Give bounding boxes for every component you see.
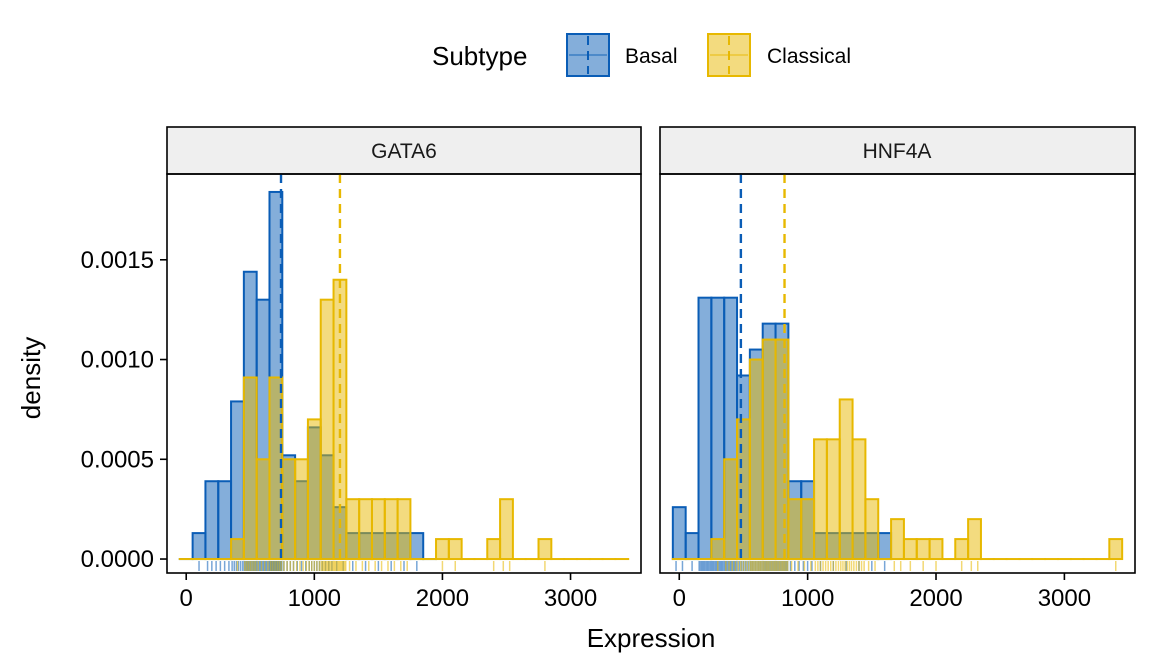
strip-label-gata6: GATA6 <box>371 140 437 163</box>
bar-classical-1000 <box>800 498 816 561</box>
legend-label-basal: Basal <box>625 45 678 68</box>
bar-classical-2000 <box>928 538 944 561</box>
legend-key-classical[interactable]: Classical <box>707 33 851 77</box>
bar-basal-1800 <box>409 532 425 561</box>
histogram-classical-hnf4a <box>671 338 1124 561</box>
x-tick-label-hnf4a-1000: 1000 <box>781 585 834 612</box>
bar-classical-1600 <box>383 498 399 561</box>
bar-basal-100 <box>684 532 700 561</box>
bar-classical-2200 <box>954 538 970 561</box>
bar-basal-400 <box>230 400 245 561</box>
rug-basal-gata6 <box>198 561 418 571</box>
x-axes: 0 1000 2000 3000 0 1000 2000 3000 <box>180 573 1091 612</box>
y-tick-label-2: 0.0010 <box>81 347 154 374</box>
strip-hnf4a <box>659 126 1136 175</box>
x-tick-label-hnf4a-0: 0 <box>673 585 686 612</box>
rug-classical-gata6 <box>236 561 546 571</box>
bar-classical-900 <box>294 458 309 561</box>
bar-classical-2300 <box>967 518 982 561</box>
x-tick-label-gata6-3000: 3000 <box>544 585 597 612</box>
panel-marks-hnf4a <box>671 174 1124 571</box>
x-axis-title: Expression <box>587 623 716 653</box>
bar-classical-1700 <box>396 498 412 561</box>
bar-classical-1800 <box>902 538 918 561</box>
panel-hnf4a: HNF4A <box>659 126 1136 574</box>
bar-classical-700 <box>761 338 777 561</box>
panel-gata6: GATA6 <box>166 126 642 574</box>
bar-basal-1600 <box>877 532 893 561</box>
x-tick-label-gata6-1000: 1000 <box>288 585 341 612</box>
strip-label-hnf4a: HNF4A <box>863 140 932 163</box>
bar-classical-500 <box>242 376 258 561</box>
x-tick-label-hnf4a-3000: 3000 <box>1038 585 1091 612</box>
y-axis-title: density <box>16 337 46 419</box>
bar-classical-1500 <box>864 498 880 561</box>
bar-classical-300 <box>710 538 726 561</box>
bar-classical-800 <box>774 338 790 561</box>
histogram-classical-gata6 <box>178 278 630 561</box>
panel-marks-gata6 <box>178 174 630 571</box>
legend-label-classical: Classical <box>767 45 851 68</box>
x-tick-label-hnf4a-2000: 2000 <box>909 585 962 612</box>
bar-classical-2500 <box>499 498 514 561</box>
bar-basal-200 <box>697 296 713 561</box>
bar-classical-1100 <box>813 438 828 561</box>
panel-border-gata6 <box>166 173 642 574</box>
x-tick-label-gata6-2000: 2000 <box>416 585 469 612</box>
bar-classical-2000 <box>435 538 450 561</box>
bar-classical-1300 <box>838 398 854 561</box>
bar-classical-800 <box>281 458 297 561</box>
bar-classical-2100 <box>447 538 463 561</box>
bar-classical-1000 <box>306 418 322 561</box>
bar-classical-3400 <box>1108 538 1124 561</box>
bar-classical-1300 <box>345 498 361 561</box>
strip-gata6 <box>166 126 642 175</box>
bar-classical-1500 <box>370 498 386 561</box>
bar-basal-100 <box>191 532 207 561</box>
bar-classical-400 <box>723 458 739 561</box>
legend: Subtype Basal Classical <box>432 33 851 77</box>
bar-classical-600 <box>748 358 764 561</box>
bar-classical-1700 <box>890 518 905 561</box>
legend-title: Subtype <box>432 41 527 71</box>
y-tick-label-3: 0.0015 <box>81 247 154 274</box>
y-tick-label-1: 0.0005 <box>81 446 154 473</box>
panel-border-hnf4a <box>659 173 1136 574</box>
bar-classical-1200 <box>825 438 841 561</box>
bar-classical-500 <box>736 418 751 561</box>
bar-basal-300 <box>217 480 233 561</box>
bar-classical-1100 <box>319 298 335 561</box>
bar-classical-1400 <box>358 498 373 561</box>
y-axis: 0.0000 0.0005 0.0010 0.0015 <box>81 247 167 573</box>
bar-basal-0 <box>671 506 687 561</box>
rug-classical-hnf4a <box>717 561 1117 571</box>
legend-key-basal[interactable]: Basal <box>566 33 678 77</box>
bar-classical-2400 <box>486 538 502 561</box>
bar-classical-2800 <box>537 538 553 561</box>
y-tick-label-0: 0.0000 <box>81 546 154 573</box>
bar-classical-1400 <box>851 438 867 561</box>
bar-basal-200 <box>204 480 220 561</box>
bar-classical-900 <box>787 498 803 561</box>
bar-classical-1900 <box>915 538 931 561</box>
x-tick-label-gata6-0: 0 <box>180 585 193 612</box>
bar-classical-400 <box>230 538 245 561</box>
bar-classical-600 <box>255 458 271 561</box>
bar-basal-300 <box>710 296 726 561</box>
